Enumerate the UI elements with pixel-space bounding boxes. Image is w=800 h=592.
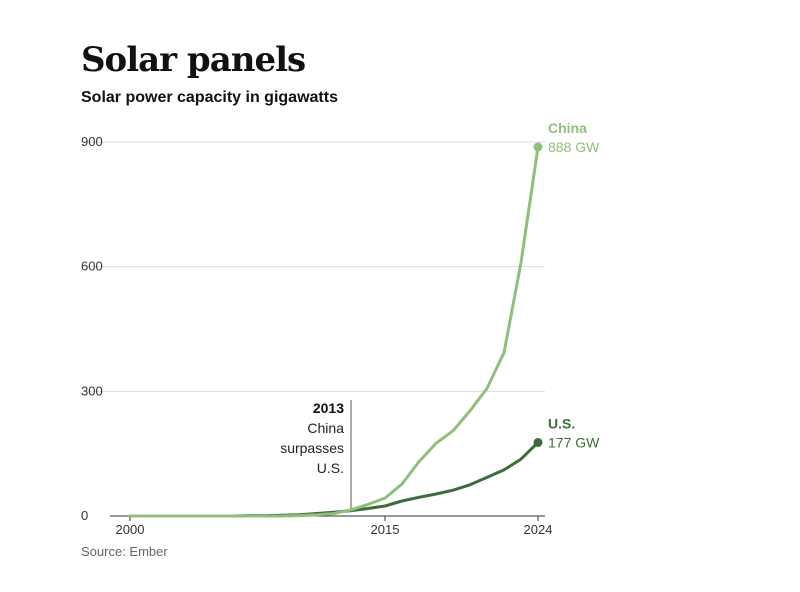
series-name-china: China (548, 120, 587, 136)
chart-title: Solar panels (81, 40, 306, 80)
annotation-text-line: U.S. (317, 460, 344, 476)
chart-subtitle: Solar power capacity in gigawatts (81, 89, 338, 106)
y-tick-label-600: 600 (81, 259, 103, 274)
y-tick-label-0: 0 (81, 508, 88, 523)
annotation-year: 2013 (313, 400, 344, 416)
axes: 0 300 600 900 2000 2015 2024 (81, 134, 552, 537)
series-value-china: 888 GW (548, 139, 600, 155)
series-endpoint-china (533, 142, 543, 152)
annotation-text-line: China (307, 420, 344, 436)
source-note: Source: Ember (81, 544, 168, 559)
series-endpoint-us (533, 437, 543, 447)
series-line-china (128, 145, 540, 518)
series (128, 142, 543, 518)
series-labels: China 888 GW U.S. 177 GW (548, 120, 600, 450)
series-name-us: U.S. (548, 415, 575, 431)
y-tick-label-900: 900 (81, 134, 103, 149)
x-tick-label-2024: 2024 (524, 522, 553, 537)
annotation-text-line: surpasses (280, 440, 344, 456)
series-value-us: 177 GW (548, 434, 600, 450)
y-tick-label-300: 300 (81, 383, 103, 398)
x-tick-label-2000: 2000 (116, 522, 145, 537)
grid (84, 141, 545, 392)
x-tick-label-2015: 2015 (371, 522, 400, 537)
annotation: 2013 China surpasses U.S. (280, 400, 352, 512)
